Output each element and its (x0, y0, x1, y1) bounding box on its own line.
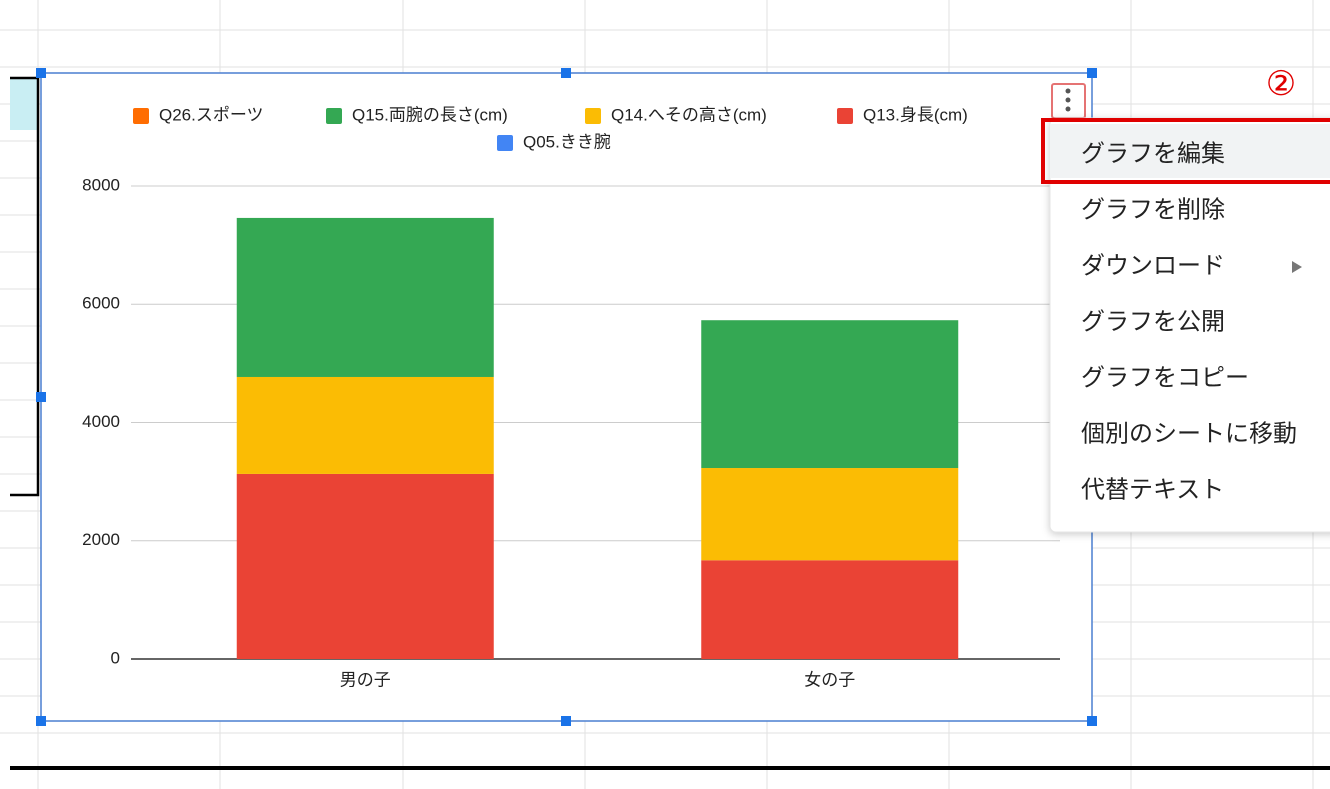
legend-label: Q15.両腕の長さ(cm) (352, 105, 508, 124)
legend-swatch (837, 108, 853, 124)
legend-label: Q05.きき腕 (523, 132, 611, 151)
bar-segment (236, 217, 494, 377)
y-tick-label: 4000 (82, 412, 120, 431)
legend-label: Q13.身長(cm) (863, 105, 968, 124)
y-tick-label: 2000 (82, 530, 120, 549)
legend-label: Q26.スポーツ (159, 105, 264, 124)
menu-hover (1050, 124, 1330, 178)
legend-swatch (497, 135, 513, 151)
bar-segment (236, 473, 494, 659)
bar-segment (701, 468, 959, 561)
more-icon (1065, 88, 1071, 112)
legend-swatch (133, 108, 149, 124)
step-annotation: ② (1266, 65, 1296, 103)
menu-item[interactable]: ダウンロード (1081, 252, 1225, 279)
menu-item[interactable]: グラフを公開 (1081, 308, 1225, 335)
y-tick-label: 8000 (82, 175, 120, 194)
menu-item[interactable]: 代替テキスト (1081, 476, 1224, 503)
x-tick-label: 男の子 (340, 670, 391, 689)
submenu-arrow (1292, 261, 1302, 273)
legend-label: Q14.へその高さ(cm) (611, 105, 767, 124)
bar-segment (701, 560, 959, 659)
highlight-box (1041, 118, 1330, 184)
chart: 0 2000 4000 6000 8000 Q26.スポーツ Q15.両腕の長さ(cm) Q1… (82, 105, 1060, 689)
resize-handles (36, 68, 1097, 726)
menu-item[interactable]: グラフを削除 (1081, 196, 1225, 223)
x-tick-label: 女の子 (804, 670, 855, 689)
cell-border (10, 76, 40, 497)
y-tick-label: 6000 (82, 294, 120, 313)
menu-item[interactable]: グラフを編集 (1081, 140, 1225, 167)
menu-items: グラフを編集グラフを削除ダウンロードグラフを公開グラフをコピー個別のシートに移動… (1050, 124, 1330, 503)
menu-item[interactable]: グラフをコピー (1081, 364, 1249, 391)
bar-segment (236, 376, 494, 474)
bar-segment (701, 320, 959, 469)
y-tick-label: 0 (111, 648, 120, 667)
legend-swatch (326, 108, 342, 124)
menu-item[interactable]: 個別のシートに移動 (1081, 420, 1297, 447)
selected-cell (10, 78, 38, 130)
legend-swatch (585, 108, 601, 124)
